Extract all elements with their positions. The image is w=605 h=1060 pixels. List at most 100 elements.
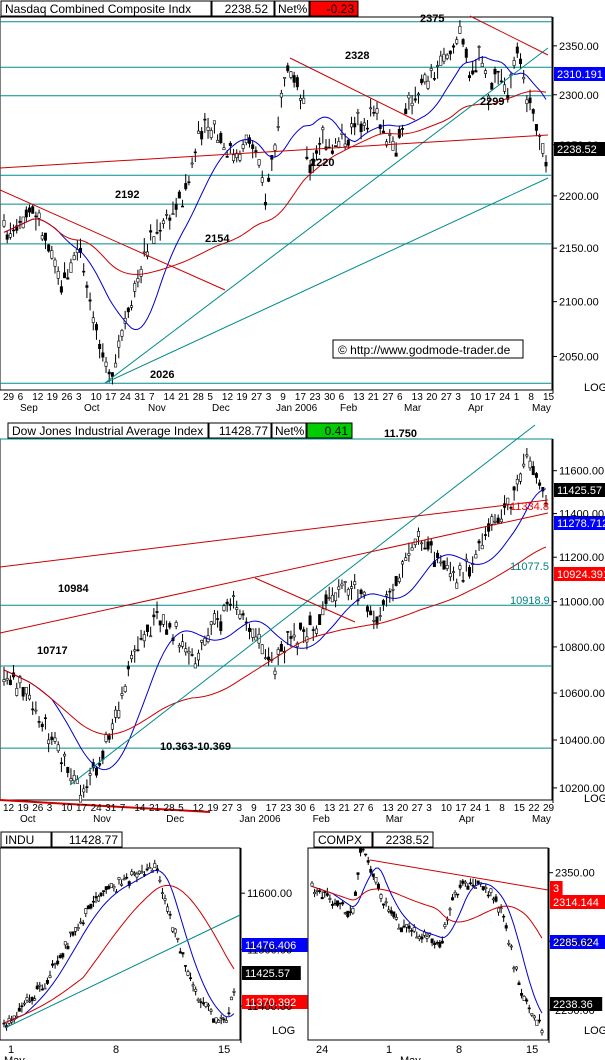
dow-daily-ytick-label: 11600.00 <box>559 466 604 478</box>
indu-intraday-candle-body <box>89 903 93 909</box>
nasdaq-daily-value-tag: 2238.52 <box>557 144 597 156</box>
nasdaq-daily-candle-body <box>228 143 232 147</box>
dow-daily-candle-body <box>79 794 83 803</box>
compx-intraday-candle-body <box>389 910 393 914</box>
dow-daily-xtick-label: 17 <box>455 803 467 814</box>
dow-daily-xtick-label: 30 <box>295 803 307 814</box>
nasdaq-daily-candle-body <box>477 46 481 48</box>
compx-intraday-candle-body <box>341 902 345 905</box>
dow-netpct-value: 0.41 <box>325 424 349 438</box>
dow-daily-candle-body <box>410 547 414 551</box>
nasdaq-daily-candle-body <box>515 46 519 54</box>
nasdaq-daily-candle-body <box>21 216 25 229</box>
nasdaq-daily-candle-body <box>184 183 188 190</box>
dow-daily-ytick-label: 10800.00 <box>559 642 605 654</box>
dow-daily-candle-body <box>452 571 456 573</box>
dow-daily-candle-body <box>369 610 373 616</box>
dow-daily-xtick-label: 20 <box>397 803 409 814</box>
compx-intraday-candle-body <box>438 941 442 948</box>
dow-daily-candle-body <box>324 594 328 604</box>
indu-intraday-candle-body <box>132 872 136 875</box>
dow-daily-trendline <box>69 424 536 786</box>
dow-daily-candle-body <box>82 788 86 793</box>
dow-daily-candle-body <box>149 635 153 638</box>
dow-daily-candle-body <box>496 517 500 524</box>
indu-intraday-xtick-label: 15 <box>218 1044 230 1056</box>
nasdaq-daily-xtick-label: 26 <box>61 392 73 403</box>
dow-daily-candle-body <box>353 581 357 585</box>
dow-daily-level-label: 10717 <box>37 645 68 657</box>
dow-daily-candle-body <box>232 595 236 597</box>
compx-intraday-candle-body <box>535 1019 539 1026</box>
dow-daily-candle-body <box>165 629 169 635</box>
dow-daily-candle-body <box>50 736 54 740</box>
indu-intraday-ma-blue-line <box>3 869 235 1024</box>
nasdaq-daily-candle-body <box>420 78 424 84</box>
nasdaq-header: Nasdaq Combined Composite Indx 2238.52 N… <box>0 0 359 17</box>
nasdaq-daily-xtick-label: 24 <box>499 392 511 403</box>
indu-intraday-candle-body <box>181 952 185 955</box>
nasdaq-daily-trendline <box>104 47 549 384</box>
dow-daily-value-tag-bg <box>554 567 605 581</box>
indu-intraday-candle-body <box>58 955 62 959</box>
nasdaq-daily-xtick-label: 3 <box>76 392 82 403</box>
dow-daily-candle-body <box>31 708 35 711</box>
compx-intraday-candle-body <box>417 936 421 940</box>
dow-daily-value-tag-bg <box>554 483 605 497</box>
compx-intraday-candle-body <box>517 982 521 986</box>
dow-daily-candle-body <box>362 591 366 596</box>
nasdaq-daily-xtick-label: 31 <box>134 392 146 403</box>
compx-intraday-candle-body <box>530 1013 534 1016</box>
dow-daily-xtick-label: 31 <box>105 803 117 814</box>
compx-intraday-candle-body <box>489 888 493 893</box>
nasdaq-daily-candle-body <box>490 83 494 90</box>
nasdaq-daily-candle-body <box>212 120 216 125</box>
nasdaq-daily-candle-body <box>24 209 28 218</box>
dow-daily-xmonth-label: Feb <box>313 814 331 825</box>
dow-daily-candle-body <box>260 644 264 655</box>
compx-intraday-ytick-label: 2250.00 <box>555 1005 595 1017</box>
nasdaq-daily-candle-body <box>283 77 287 79</box>
nasdaq-daily-candle-body <box>219 133 223 143</box>
indu-intraday-candle-body <box>99 892 103 896</box>
dow-daily-ma-red-line <box>3 546 547 735</box>
dow-daily-candle-body <box>53 737 57 742</box>
dow-daily-value-tag-bg <box>554 516 605 530</box>
nasdaq-daily-candle-body <box>289 71 293 78</box>
dow-daily-xtick-label: 19 <box>207 803 219 814</box>
dow-daily-ytick-label: 11400.00 <box>559 509 604 521</box>
nasdaq-daily-xtick-label: 27 <box>441 392 453 403</box>
copyright-text: © http://www.godmode-trader.de <box>338 343 511 357</box>
nasdaq-daily-candle-body <box>196 130 200 134</box>
dow-daily-candle-body <box>420 542 424 545</box>
nasdaq-daily-candle-body <box>257 159 261 166</box>
nasdaq-daily-candle-body <box>85 285 89 288</box>
nasdaq-daily-xtick-label: 27 <box>382 392 394 403</box>
nasdaq-daily-ytick-label: 2250.00 <box>559 140 599 152</box>
dow-daily-level-label: 10984 <box>58 583 89 595</box>
dow-daily-candle-body <box>203 638 207 646</box>
compx-intraday-xtick-label: 8 <box>456 1044 462 1056</box>
nasdaq-daily-candle-body <box>5 234 9 240</box>
nasdaq-daily-xtick-label: 19 <box>237 392 249 403</box>
nasdaq-daily-value-tag-bg <box>554 142 605 156</box>
dow-daily-candle-body <box>381 600 385 605</box>
nasdaq-daily-candle-body <box>88 299 92 302</box>
dow-daily-candle-body <box>292 634 296 638</box>
compx-intraday-value-tag-bg <box>550 895 605 909</box>
compx-intraday-candle-body <box>369 868 373 873</box>
dow-daily-candle-body <box>184 648 188 653</box>
nasdaq-daily-candle-body <box>273 144 277 151</box>
indu-intraday-candle-body <box>91 900 95 903</box>
nasdaq-daily-candle-body <box>385 141 389 146</box>
nasdaq-daily-trendline <box>0 134 549 169</box>
nasdaq-daily-candle-body <box>518 58 522 65</box>
indu-title: INDU <box>5 833 34 847</box>
indu-log-label: LOG <box>272 1025 295 1037</box>
compx-intraday-candle-body <box>525 999 529 1002</box>
dow-daily-candle-body <box>458 565 462 570</box>
compx-intraday-candle-body <box>310 882 314 887</box>
nasdaq-daily-candle-body <box>117 340 121 348</box>
compx-intraday-candle-body <box>315 890 319 892</box>
indu-intraday-candle-body <box>222 1018 226 1021</box>
